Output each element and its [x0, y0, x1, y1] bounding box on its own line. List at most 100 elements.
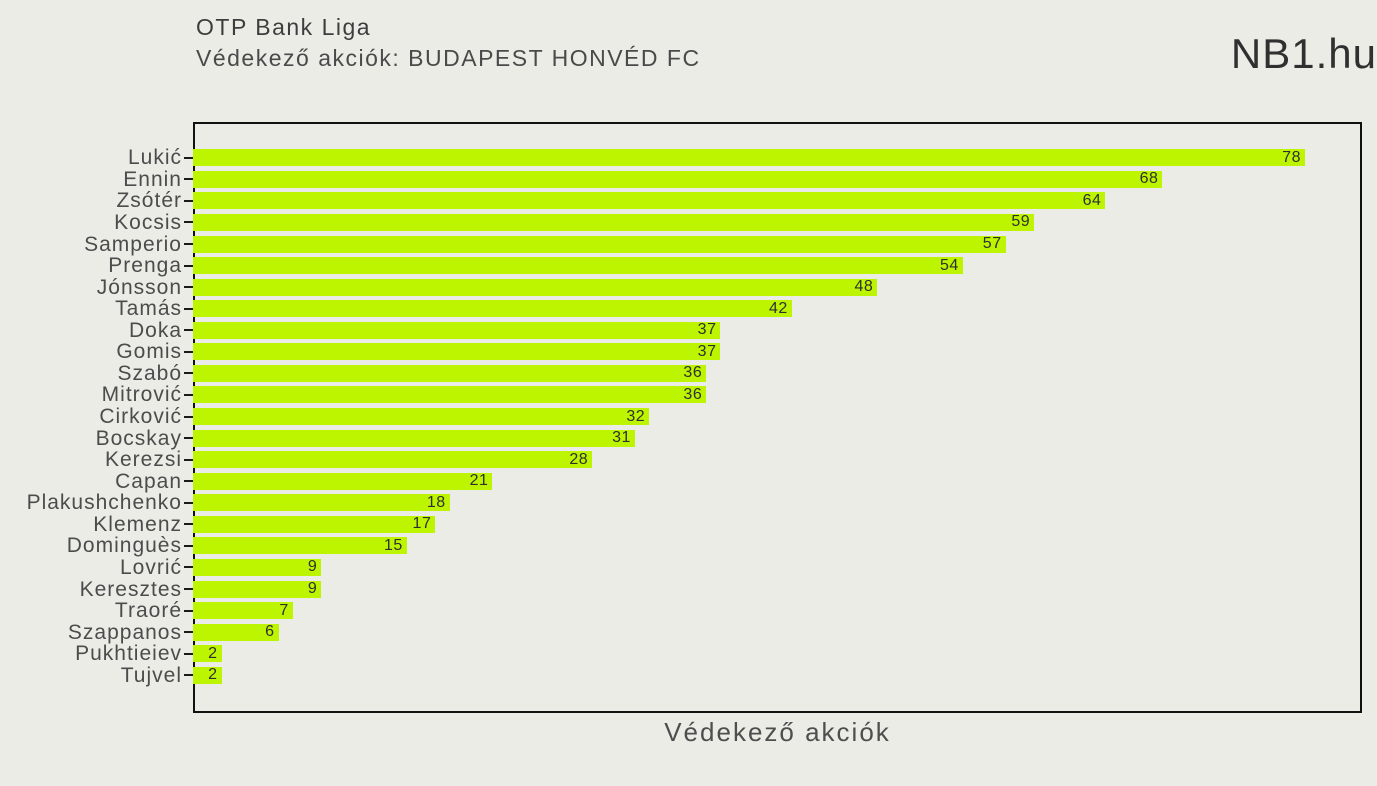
y-tick-mark	[184, 178, 193, 181]
bar-row: Traoré 7	[0, 600, 1362, 622]
bar-value-label: 78	[1282, 148, 1301, 166]
player-name: Lovrić	[119, 555, 182, 579]
bar-value-label: 28	[569, 450, 589, 468]
bar-row: Lovrić 9	[0, 557, 1362, 579]
bar-track: 36	[193, 363, 1362, 385]
bar-track: 32	[193, 406, 1362, 428]
y-tick-mark	[184, 156, 193, 159]
player-name: Bocskay	[95, 426, 182, 450]
player-name: Keresztes	[79, 577, 182, 601]
bar-track: 17	[193, 514, 1362, 536]
bar: 59	[193, 213, 1035, 231]
bar-track: 31	[193, 427, 1362, 449]
player-name: Mitrović	[101, 383, 182, 407]
bar-value-label: 18	[426, 493, 446, 511]
bar-row: Samperio 57	[0, 233, 1362, 255]
bar-value-label: 68	[1139, 170, 1159, 188]
bar: 42	[193, 300, 792, 318]
bar-value-label: 59	[1011, 213, 1031, 231]
bar-value-label: 48	[854, 278, 874, 296]
chart-title: OTP Bank Liga	[196, 14, 372, 40]
bar-track: 7	[193, 600, 1362, 622]
y-tick-mark	[184, 243, 193, 246]
bar-row: Zsótér 64	[0, 190, 1362, 212]
bar-value-label: 36	[683, 364, 703, 382]
bar-row: Cirković 32	[0, 406, 1362, 428]
bar-track: 9	[193, 557, 1362, 579]
bar-track: 36	[193, 384, 1362, 406]
bar: 68	[193, 170, 1163, 188]
y-tick-mark	[184, 307, 193, 310]
bar-chart: Lukić 78 Ennin 68 Zsótér 64 Kocsis 59	[0, 122, 1362, 713]
player-name: Jónsson	[96, 275, 182, 299]
bar-track: 18	[193, 492, 1362, 514]
bar: 64	[193, 192, 1106, 210]
y-tick-mark	[184, 199, 193, 202]
player-name: Pukhtieiev	[75, 642, 182, 666]
player-name: Tujvel	[120, 663, 182, 687]
y-tick-mark	[184, 393, 193, 396]
bar: 6	[193, 623, 279, 641]
bar-row: Kerezsi 28	[0, 449, 1362, 471]
bar-track: 57	[193, 233, 1362, 255]
bar-value-label: 9	[307, 580, 318, 598]
y-tick-mark	[184, 609, 193, 612]
bar-track: 2	[193, 665, 1362, 687]
brand-logo: NB1.hu	[1230, 30, 1377, 77]
bar-track: 21	[193, 470, 1362, 492]
bar-track: 54	[193, 255, 1362, 277]
player-name: Kocsis	[114, 210, 182, 234]
bar-row: Kocsis 59	[0, 212, 1362, 234]
player-name: Klemenz	[93, 512, 182, 536]
bar-value-label: 57	[982, 235, 1002, 253]
bar-row: Jónsson 48	[0, 276, 1362, 298]
player-name: Prenga	[108, 254, 182, 278]
player-name: Szabó	[117, 361, 182, 385]
bar: 17	[193, 515, 436, 533]
bar: 2	[193, 666, 222, 684]
bar-row: Tamás 42	[0, 298, 1362, 320]
chart-header: OTP Bank Liga Védekező akciók: BUDAPEST …	[196, 12, 701, 74]
bar-value-label: 7	[279, 601, 289, 619]
y-tick-mark	[184, 480, 193, 483]
bar-value-label: 9	[307, 558, 318, 576]
bar-track: 59	[193, 212, 1362, 234]
bar-track: 15	[193, 535, 1362, 557]
player-name: Ennin	[123, 167, 182, 191]
player-name: Gomis	[116, 340, 182, 364]
bar-value-label: 6	[265, 623, 275, 641]
bar-value-label: 2	[208, 666, 218, 684]
player-name: Cirković	[99, 405, 182, 429]
bar-row: Mitrović 36	[0, 384, 1362, 406]
bar-row: Szappanos 6	[0, 621, 1362, 643]
bar: 78	[193, 148, 1305, 167]
bar: 48	[193, 278, 878, 296]
y-tick-mark	[184, 523, 193, 526]
bar-track: 64	[193, 190, 1362, 212]
bar-row: Lukić 78	[0, 147, 1362, 169]
bar: 21	[193, 472, 493, 490]
y-tick-mark	[184, 652, 193, 655]
bar-track: 37	[193, 341, 1362, 363]
chart-subtitle: Védekező akciók: BUDAPEST HONVÉD FC	[196, 45, 701, 71]
bar-track: 37	[193, 320, 1362, 342]
bar-value-label: 32	[626, 407, 646, 425]
bar-value-label: 54	[940, 256, 959, 274]
bar-track: 78	[193, 147, 1362, 169]
bar-value-label: 36	[683, 385, 703, 403]
bar: 9	[193, 580, 322, 598]
bar-value-label: 31	[612, 429, 631, 447]
player-name: Kerezsi	[104, 448, 182, 472]
bar-row: Prenga 54	[0, 255, 1362, 277]
player-name: Dominguès	[66, 534, 182, 558]
player-name: Traoré	[114, 599, 182, 623]
bar-row: Dominguès 15	[0, 535, 1362, 557]
bar-track: 68	[193, 169, 1362, 191]
bar-row: Doka 37	[0, 320, 1362, 342]
y-tick-mark	[184, 221, 193, 224]
player-name: Szappanos	[67, 620, 182, 644]
y-tick-mark	[184, 372, 193, 375]
x-axis-label: Védekező akciók	[664, 717, 891, 747]
bar-track: 9	[193, 578, 1362, 600]
y-tick-mark	[184, 329, 193, 332]
